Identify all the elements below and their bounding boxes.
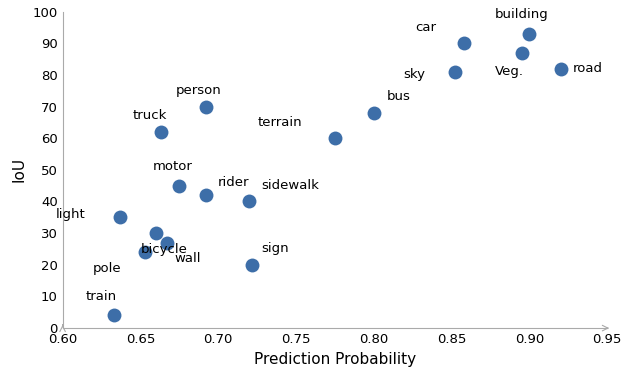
Text: train: train	[86, 290, 117, 303]
Point	[156, 129, 166, 135]
X-axis label: Prediction Probability: Prediction Probability	[254, 352, 416, 367]
Text: motor: motor	[153, 160, 193, 173]
Point	[516, 50, 526, 56]
Text: sidewalk: sidewalk	[262, 179, 320, 192]
Text: light: light	[56, 208, 86, 221]
Point	[449, 69, 459, 75]
Text: bus: bus	[386, 90, 410, 103]
Text: rider: rider	[218, 176, 250, 189]
Text: car: car	[415, 21, 436, 34]
Point	[369, 110, 379, 116]
Y-axis label: IoU: IoU	[12, 157, 27, 183]
Text: sky: sky	[403, 68, 425, 81]
Text: Veg.: Veg.	[495, 65, 524, 78]
Point	[109, 312, 119, 318]
Text: bicycle: bicycle	[140, 243, 187, 256]
Point	[525, 30, 535, 37]
Point	[115, 214, 125, 220]
Point	[201, 103, 211, 110]
Text: terrain: terrain	[258, 116, 302, 129]
Point	[140, 249, 150, 255]
Text: sign: sign	[262, 242, 289, 255]
Text: truck: truck	[133, 109, 167, 122]
Point	[162, 240, 172, 246]
Point	[330, 135, 340, 141]
Point	[555, 66, 565, 72]
Point	[174, 183, 184, 189]
Point	[459, 40, 469, 46]
Point	[244, 198, 254, 205]
Point	[247, 262, 257, 268]
Point	[151, 230, 161, 236]
Text: pole: pole	[93, 262, 121, 274]
Text: person: person	[176, 84, 222, 97]
Text: building: building	[495, 8, 549, 21]
Text: wall: wall	[175, 252, 201, 265]
Point	[201, 192, 211, 198]
Text: road: road	[573, 62, 603, 75]
